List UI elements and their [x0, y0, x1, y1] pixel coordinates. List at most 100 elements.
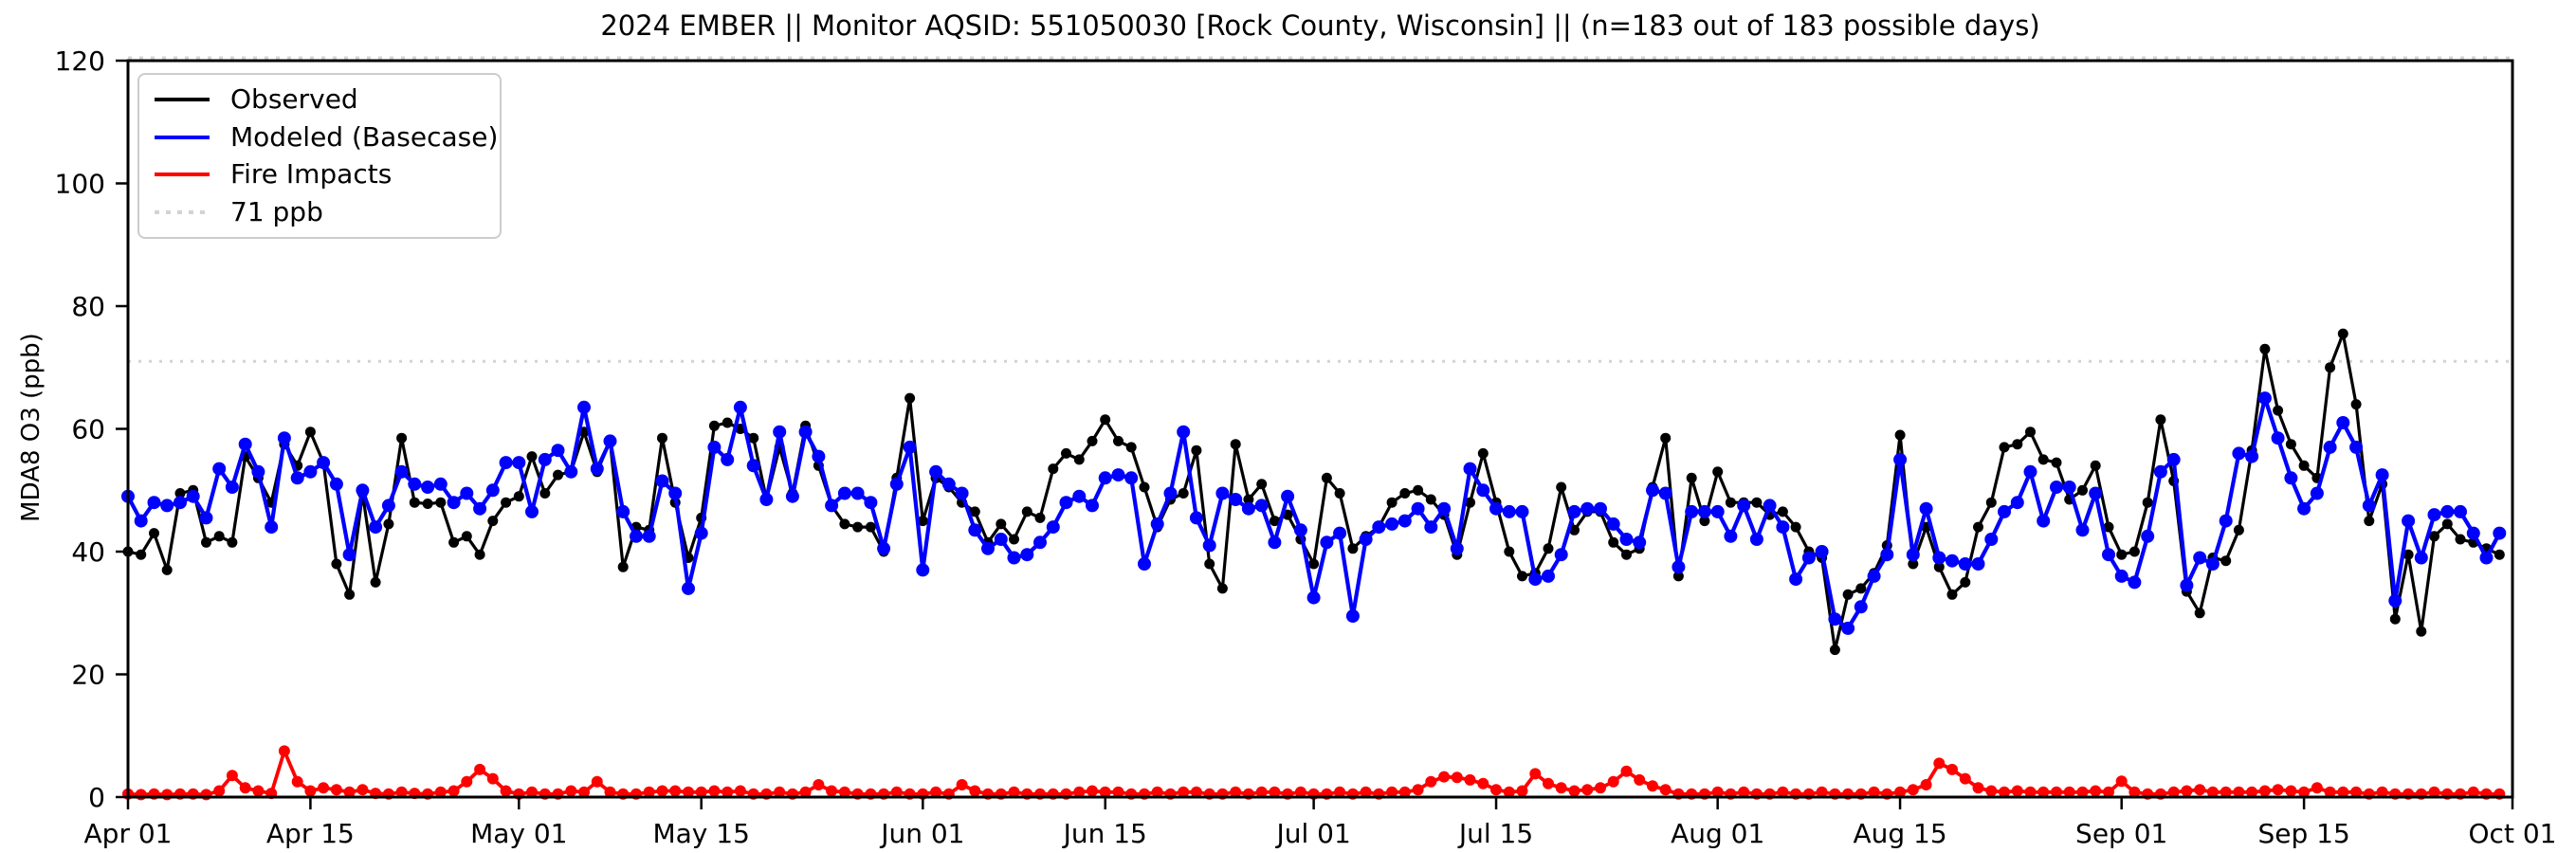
data-point: [1777, 786, 1789, 798]
data-point: [1672, 571, 1684, 582]
data-point: [460, 486, 474, 500]
data-point: [2285, 439, 2296, 450]
data-point: [1933, 757, 1946, 770]
data-point: [474, 549, 485, 560]
data-point: [331, 558, 342, 570]
data-point: [1059, 496, 1073, 510]
data-point: [2166, 452, 2181, 466]
data-point: [642, 529, 656, 543]
data-point: [2375, 468, 2389, 482]
data-point: [2402, 549, 2414, 560]
data-point: [890, 786, 903, 798]
data-point: [2010, 496, 2024, 510]
x-tick-label: Apr 01: [84, 818, 173, 849]
data-point: [812, 449, 826, 463]
data-point: [1607, 775, 1619, 788]
data-point: [1894, 786, 1907, 798]
data-point: [2090, 460, 2101, 471]
data-point: [2337, 328, 2348, 339]
data-point: [1595, 782, 1606, 794]
data-point: [2220, 555, 2232, 567]
data-point: [251, 464, 265, 479]
data-point: [1737, 499, 1751, 513]
data-point: [1437, 501, 1452, 516]
data-point: [369, 520, 383, 535]
data-point: [1554, 548, 1568, 562]
data-point: [1360, 786, 1372, 798]
data-point: [1893, 452, 1908, 466]
data-point: [2324, 786, 2336, 798]
data-point: [394, 464, 409, 479]
legend-swatch: [155, 210, 210, 215]
data-point: [1985, 497, 1997, 508]
data-point: [186, 489, 200, 503]
data-point: [565, 785, 577, 797]
y-tick-label: 40: [71, 536, 105, 568]
data-point: [2077, 484, 2088, 496]
data-point: [722, 786, 734, 798]
data-point: [1594, 501, 1607, 516]
data-point: [1321, 472, 1332, 483]
data-point: [2051, 786, 2062, 798]
data-point: [1946, 554, 1959, 568]
data-point: [1958, 557, 1972, 571]
data-point: [1113, 435, 1124, 446]
data-point: [2115, 775, 2128, 788]
data-point: [1697, 504, 1711, 518]
x-tick-label: May 01: [470, 818, 567, 849]
data-point: [2037, 786, 2050, 798]
data-point: [1749, 533, 1763, 546]
data-point: [1867, 569, 1881, 583]
data-point: [1451, 771, 1463, 784]
data-point: [2062, 481, 2076, 494]
data-point: [277, 431, 291, 445]
data-point: [501, 497, 512, 508]
data-point: [1569, 524, 1580, 535]
data-point: [1425, 494, 1436, 505]
data-point: [630, 529, 643, 543]
data-point: [2142, 497, 2153, 508]
data-point: [330, 784, 342, 796]
data-point: [1424, 520, 1438, 535]
data-point: [813, 779, 825, 790]
data-point: [461, 531, 472, 542]
data-point: [2416, 626, 2427, 637]
data-point: [1920, 779, 1932, 790]
data-point: [1150, 517, 1164, 531]
data-point: [1894, 429, 1906, 441]
data-point: [1724, 529, 1738, 543]
data-point: [1999, 786, 2010, 798]
data-point: [669, 785, 682, 797]
data-point: [1841, 621, 1855, 635]
data-point: [2194, 608, 2205, 619]
data-point: [865, 521, 876, 533]
y-tick-label: 80: [71, 291, 105, 322]
data-point: [551, 444, 565, 458]
data-point: [1971, 557, 1985, 571]
data-point: [1790, 521, 1801, 533]
data-point: [1386, 497, 1398, 508]
data-point: [356, 483, 370, 498]
data-point: [161, 564, 173, 575]
data-point: [1789, 572, 1803, 587]
data-point: [2023, 464, 2037, 479]
x-tick-label: May 15: [652, 818, 749, 849]
data-point: [383, 518, 394, 530]
data-point: [1191, 445, 1202, 456]
data-point: [1334, 786, 1346, 798]
data-point: [1151, 786, 1163, 798]
data-point: [1738, 786, 1750, 798]
data-point: [2350, 399, 2362, 410]
data-point: [1868, 786, 1880, 798]
data-point: [733, 400, 747, 414]
data-point: [2075, 523, 2090, 537]
data-point: [160, 499, 174, 513]
data-point: [850, 486, 865, 500]
data-point: [1009, 534, 1019, 545]
data-point: [213, 785, 226, 797]
data-point: [1007, 551, 1021, 565]
data-point: [1112, 786, 1124, 798]
data-point: [996, 518, 1007, 530]
data-point: [604, 786, 616, 798]
